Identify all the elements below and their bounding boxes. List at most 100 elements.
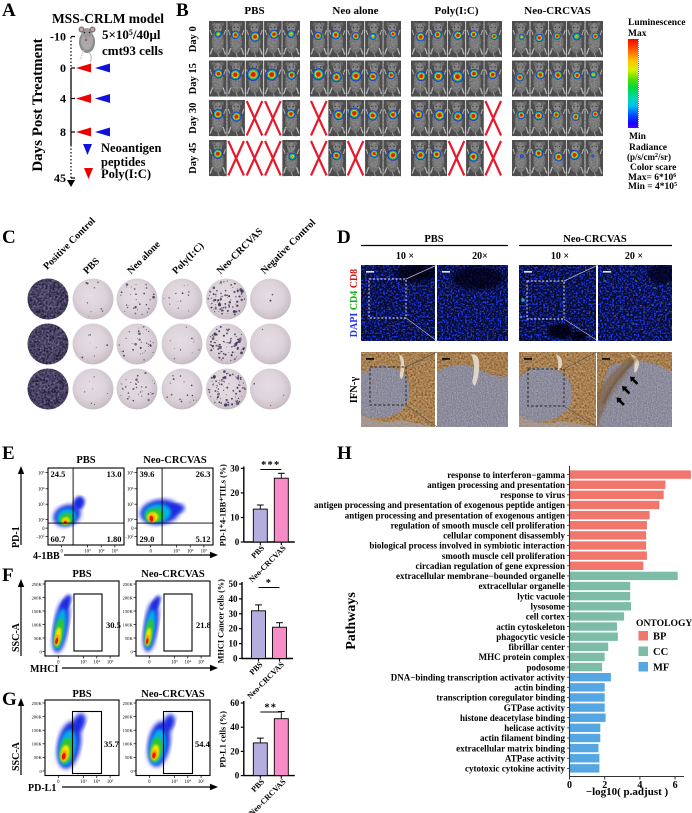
svg-text:*: * [266,578,272,589]
svg-text:104: 104 [187,548,194,555]
svg-text:Neo-CRCVAS: Neo-CRCVAS [524,5,590,17]
svg-text:GTPase activity: GTPase activity [504,703,566,713]
svg-text:Days Post Treatment: Days Post Treatment [30,38,46,171]
svg-text:5.12: 5.12 [196,534,211,544]
svg-text:H: H [337,443,352,464]
svg-text:0: 0 [131,649,134,654]
svg-text:cytotoxic cytokine activity: cytotoxic cytokine activity [465,764,565,774]
svg-text:0: 0 [40,769,43,774]
svg-text:-102: -102 [125,534,133,541]
svg-text:-102: -102 [36,534,44,541]
svg-text:Day 0: Day 0 [188,26,199,52]
svg-text:10 ×: 10 × [551,251,569,262]
svg-text:C: C [2,227,16,248]
svg-text:40: 40 [229,594,239,604]
svg-text:0: 0 [60,550,63,555]
svg-text:6: 6 [673,780,678,791]
svg-text:biological process involved in: biological process involved in symbiotic… [369,541,565,551]
svg-text:podosome: podosome [526,662,565,672]
svg-text:35.7: 35.7 [104,739,120,749]
svg-text:26.3: 26.3 [196,469,211,479]
svg-text:antigen processing and present: antigen processing and presentation of e… [314,500,565,510]
svg-text:extracellular membrane−bounded: extracellular membrane−bounded organelle [396,571,565,581]
svg-text:antigen processing and present: antigen processing and presentation of e… [345,510,565,520]
svg-text:transcription coregulator bind: transcription coregulator binding [436,693,565,703]
svg-text:G: G [2,689,17,710]
svg-text:smooth muscle cell proliferati: smooth muscle cell proliferation [442,551,565,561]
svg-text:24.5: 24.5 [51,469,66,479]
svg-text:PBS: PBS [76,455,95,466]
svg-text:8: 8 [60,125,66,139]
svg-text:21.8: 21.8 [196,620,211,630]
svg-text:0: 0 [148,780,151,785]
svg-text:actin filament binding: actin filament binding [480,733,566,743]
svg-text:104: 104 [94,778,101,785]
svg-text:103: 103 [38,501,45,508]
svg-text:B: B [176,0,189,21]
svg-text:BP: BP [653,632,667,643]
svg-text:D: D [337,227,351,248]
svg-text:MHC protein complex: MHC protein complex [479,652,566,662]
svg-text:MHCI: MHCI [30,664,58,675]
svg-text:20×: 20× [472,251,488,262]
svg-text:102: 102 [127,517,134,524]
svg-text:***: *** [261,460,280,471]
svg-text:PBS: PBS [244,5,264,17]
svg-text:105: 105 [112,548,119,555]
svg-text:105: 105 [201,548,208,555]
svg-text:0: 0 [567,780,572,791]
svg-text:10 ×: 10 × [396,251,414,262]
svg-text:4-1BB: 4-1BB [33,551,60,562]
svg-text:actin cytoskeleton: actin cytoskeleton [496,622,565,632]
svg-text:100K: 100K [32,742,43,747]
svg-text:102: 102 [38,517,45,524]
svg-text:105: 105 [38,470,45,477]
svg-text:Min: Min [629,132,647,142]
svg-text:cellular component disassembly: cellular component disassembly [443,531,565,541]
svg-text:response to virus: response to virus [500,490,565,500]
svg-text:Day 30: Day 30 [188,103,199,134]
svg-text:PD-1⁺4-1BB⁺TILs (%): PD-1⁺4-1BB⁺TILs (%) [218,464,227,547]
svg-text:SSC-A: SSC-A [11,622,22,652]
svg-text:150K: 150K [123,609,134,614]
svg-text:antigen processing and present: antigen processing and presentation [427,480,565,490]
svg-text:200K: 200K [123,595,134,600]
svg-text:Radiance: Radiance [629,143,667,153]
svg-text:104: 104 [185,778,192,785]
svg-text:50K: 50K [34,755,43,760]
svg-text:DAPI CD4 CD8: DAPI CD4 CD8 [349,269,360,337]
svg-text:Pathways: Pathways [344,592,359,650]
svg-text:MHCI Cancer cells (%): MHCI Cancer cells (%) [217,579,226,664]
svg-text:54.4: 54.4 [195,739,211,749]
svg-text:4: 4 [637,780,642,791]
svg-text:0: 0 [148,661,151,666]
svg-text:200K: 200K [32,595,43,600]
svg-text:105: 105 [107,659,114,666]
svg-text:104: 104 [98,548,105,555]
svg-text:60: 60 [230,698,240,708]
svg-text:100K: 100K [123,742,134,747]
svg-text:Min = 4*105: Min = 4*105 [628,182,677,192]
svg-text:103: 103 [80,659,87,666]
svg-text:39.6: 39.6 [140,469,155,479]
svg-text:CC: CC [653,647,668,658]
svg-text:10: 10 [229,639,239,649]
svg-text:4: 4 [60,92,66,106]
svg-text:Max: Max [628,29,647,39]
svg-text:50: 50 [229,579,239,589]
svg-text:29.0: 29.0 [140,534,155,544]
svg-text:Max= 6*106: Max= 6*106 [628,173,676,183]
svg-text:−log10( p.adjust ): −log10( p.adjust ) [586,786,669,798]
svg-text:20: 20 [229,624,239,634]
svg-text:103: 103 [173,548,180,555]
svg-text:ATPase activity: ATPase activity [505,753,566,763]
svg-text:Neo-CRCVAS: Neo-CRCVAS [141,569,205,580]
svg-text:0: 0 [60,61,66,75]
svg-text:actin binding: actin binding [514,683,565,693]
svg-text:105: 105 [198,778,205,785]
svg-text:105: 105 [107,778,114,785]
svg-text:0: 0 [235,537,240,547]
svg-text:Luminescence: Luminescence [628,18,686,28]
svg-text:response to interferon−gamma: response to interferon−gamma [447,470,565,480]
svg-text:histone deacetylase binding: histone deacetylase binding [460,713,566,723]
